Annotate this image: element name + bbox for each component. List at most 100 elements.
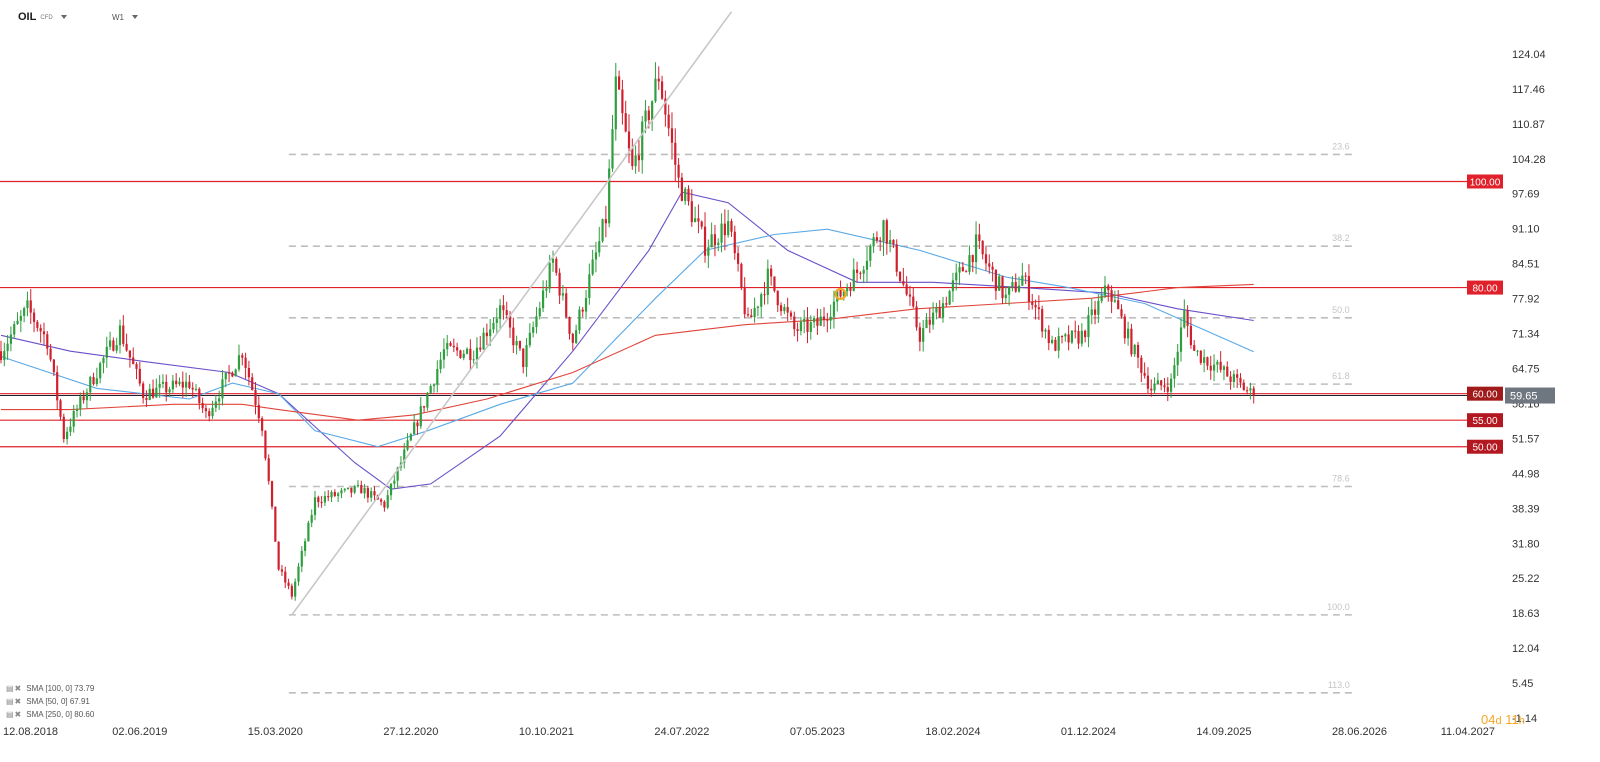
candle-body: [221, 379, 224, 399]
current-price-badge: [1505, 387, 1555, 404]
candle-body: [664, 98, 667, 115]
candle-body: [1077, 331, 1080, 344]
candle-body: [178, 381, 181, 385]
candle-body: [241, 355, 244, 358]
candle-body: [1057, 336, 1060, 351]
candle-body: [475, 347, 479, 360]
indicator-legend-sma-50[interactable]: ▤✖ SMA [50, 0] 67.91: [6, 697, 90, 706]
candle-body: [760, 294, 763, 307]
candle-body: [931, 312, 935, 325]
candle-body: [961, 267, 964, 272]
candle-body: [855, 269, 859, 273]
y-tick-label: 44.98: [1512, 468, 1540, 480]
candle-body: [1014, 282, 1017, 292]
candle-body: [366, 488, 369, 498]
candle-body: [548, 262, 551, 289]
candle-body: [647, 110, 650, 121]
candle-body: [984, 254, 988, 264]
candle-body: [617, 76, 621, 90]
candle-body: [1236, 374, 1239, 378]
candle-body: [604, 219, 607, 224]
candle-body: [1212, 364, 1216, 371]
settings-icon[interactable]: ▤✖: [6, 684, 23, 693]
candle-body: [637, 155, 641, 161]
candle-body: [925, 319, 928, 329]
candle-body: [42, 331, 46, 335]
candle-body: [264, 430, 267, 459]
candle-body: [776, 290, 779, 306]
candle-body: [968, 255, 971, 272]
settings-icon[interactable]: ▤✖: [6, 710, 23, 719]
candle-body: [32, 312, 36, 322]
candle-body: [1173, 365, 1176, 379]
candle-body: [922, 328, 925, 342]
candle-body: [872, 237, 875, 247]
candle-body: [1017, 285, 1021, 292]
candle-body: [277, 541, 280, 570]
candle-body: [816, 317, 819, 326]
candle-body: [138, 368, 141, 384]
candle-body: [991, 266, 994, 270]
candle-body: [118, 325, 122, 346]
candle-body: [1239, 377, 1242, 383]
candle-body: [465, 348, 469, 354]
candle-body: [862, 269, 865, 274]
candle-body: [796, 329, 799, 332]
candle-body: [1103, 285, 1107, 296]
candle-body: [145, 397, 148, 400]
candle-body: [1008, 286, 1011, 295]
candle-body: [1216, 361, 1219, 365]
candle-body: [1044, 329, 1047, 332]
candle-body: [1031, 301, 1034, 305]
candle-body: [779, 305, 783, 312]
candle-body: [413, 422, 416, 435]
candle-body: [918, 327, 921, 342]
candle-body: [1143, 372, 1146, 376]
x-tick-label: 11.04.2027: [1441, 726, 1495, 738]
candle-body: [905, 284, 908, 295]
x-tick-label: 24.07.2022: [654, 726, 709, 738]
event-marker: [834, 287, 847, 301]
candle-body: [799, 321, 802, 332]
candle-body: [270, 481, 274, 507]
indicator-legend-sma-250[interactable]: ▤✖ SMA [250, 0] 80.60: [6, 710, 94, 719]
candle-body: [380, 499, 383, 502]
candle-body: [978, 234, 981, 241]
indicator-label: SMA [50, 0] 67.91: [26, 697, 90, 706]
candle-body: [317, 497, 320, 503]
candle-body: [254, 390, 257, 405]
candle-body: [211, 407, 214, 417]
candle-body: [356, 485, 360, 487]
candle-body: [634, 155, 637, 167]
y-tick-label: 97.69: [1512, 189, 1540, 201]
candle-body: [971, 255, 974, 263]
y-tick-label: 25.22: [1512, 573, 1540, 585]
candle-body: [330, 492, 333, 498]
sma-line: [1, 283, 1254, 421]
indicator-legend-sma-100[interactable]: ▤✖ SMA [100, 0] 73.79: [6, 684, 94, 693]
candle-body: [948, 291, 951, 305]
candle-body: [703, 226, 707, 256]
candle-body: [535, 316, 538, 328]
candle-body: [832, 301, 836, 317]
candle-body: [1084, 330, 1087, 338]
candle-body: [353, 486, 356, 493]
symbol-selector[interactable]: OIL CFD: [18, 9, 67, 25]
candle-body: [1209, 365, 1212, 371]
candle-body: [1067, 334, 1070, 343]
candle-body: [16, 320, 19, 325]
candle-body: [727, 221, 730, 236]
candle-body: [707, 247, 710, 256]
time-axis: 12.08.2018 02.06.2019 15.03.2020 27.12.2020…: [3, 726, 1495, 738]
candle-body: [733, 231, 736, 254]
x-tick-label: 18.02.2024: [925, 726, 980, 738]
candle-body: [102, 357, 105, 364]
candle-body: [19, 315, 22, 321]
candle-body: [1080, 330, 1083, 344]
candle-body: [882, 220, 885, 242]
price-level-badge: [1467, 439, 1503, 454]
candle-body: [1179, 327, 1183, 352]
settings-icon[interactable]: ▤✖: [6, 697, 23, 706]
timeframe-selector[interactable]: W1: [112, 9, 138, 25]
